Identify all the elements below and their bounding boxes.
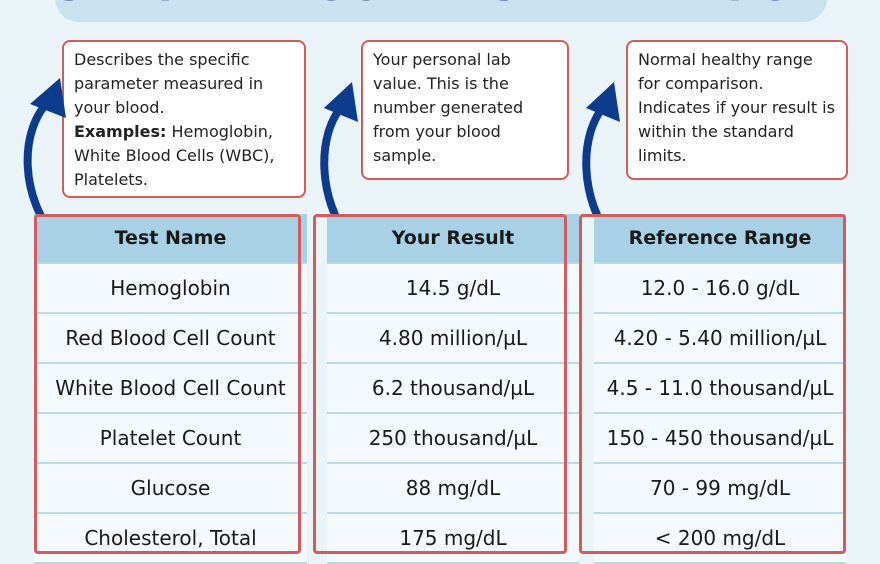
table-row: Red Blood Cell Count 4.80 million/µL 4.2…	[34, 314, 846, 364]
result-cell: 88 mg/dL	[327, 464, 579, 514]
header-test-name: Test Name	[34, 214, 307, 264]
test-name-cell: Cholesterol, Total	[34, 514, 307, 564]
range-cell: 4.5 - 11.0 thousand/µL	[594, 364, 846, 414]
result-cell: 6.2 thousand/µL	[327, 364, 579, 414]
title-banner: SAMPLE BLOOD TEST LAB REPORT	[55, 0, 827, 22]
table-row: Cholesterol, Total 175 mg/dL < 200 mg/dL	[34, 514, 846, 564]
range-cell: 150 - 450 thousand/µL	[594, 414, 846, 464]
range-cell: 12.0 - 16.0 g/dL	[594, 264, 846, 314]
range-cell: < 200 mg/dL	[594, 514, 846, 564]
table-row: Glucose 88 mg/dL 70 - 99 mg/dL	[34, 464, 846, 514]
test-name-cell: Glucose	[34, 464, 307, 514]
arrow-head-your-result-icon	[324, 82, 358, 122]
page-title: SAMPLE BLOOD TEST LAB REPORT	[55, 0, 827, 10]
callout-your-result-text: Your personal lab value. This is the num…	[373, 50, 524, 165]
header-your-result: Your Result	[327, 214, 579, 264]
test-name-cell: Red Blood Cell Count	[34, 314, 307, 364]
table-row: Hemoglobin 14.5 g/dL 12.0 - 16.0 g/dL	[34, 264, 846, 314]
range-cell: 4.20 - 5.40 million/µL	[594, 314, 846, 364]
range-cell: 70 - 99 mg/dL	[594, 464, 846, 514]
result-cell: 14.5 g/dL	[327, 264, 579, 314]
callout-your-result: Your personal lab value. This is the num…	[361, 40, 569, 180]
result-cell: 250 thousand/µL	[327, 414, 579, 464]
table-row: White Blood Cell Count 6.2 thousand/µL 4…	[34, 364, 846, 414]
callout-test-name: Describes the specific parameter measure…	[62, 40, 306, 198]
callout-examples-text: Hemoglobin, White Blood Cells (WBC), Pla…	[74, 122, 275, 189]
callout-reference-range: Normal healthy range for comparison. Ind…	[626, 40, 848, 180]
table-row: Platelet Count 250 thousand/µL 150 - 450…	[34, 414, 846, 464]
callout-reference-range-text: Normal healthy range for comparison. Ind…	[638, 50, 835, 165]
result-cell: 175 mg/dL	[327, 514, 579, 564]
test-name-cell: Hemoglobin	[34, 264, 307, 314]
callout-test-name-text: Describes the specific parameter measure…	[74, 50, 264, 117]
arrow-head-reference-range-icon	[586, 82, 620, 122]
result-cell: 4.80 million/µL	[327, 314, 579, 364]
callout-examples-label: Examples:	[74, 122, 167, 141]
test-name-cell: Platelet Count	[34, 414, 307, 464]
lab-results-table: Test Name Your Result Reference Range He…	[34, 214, 846, 564]
arrow-head-test-name-icon	[30, 78, 66, 118]
header-reference-range: Reference Range	[594, 214, 846, 264]
table-header-row: Test Name Your Result Reference Range	[34, 214, 846, 264]
test-name-cell: White Blood Cell Count	[34, 364, 307, 414]
